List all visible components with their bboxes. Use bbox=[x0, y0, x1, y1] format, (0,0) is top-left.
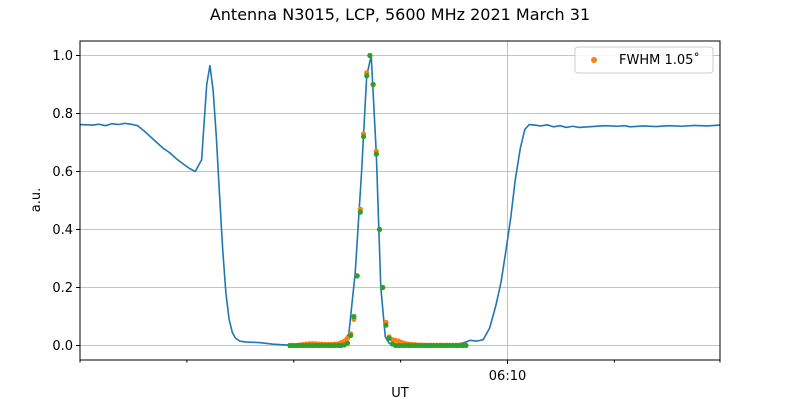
scatter-point bbox=[370, 81, 376, 88]
y-tick-label: 0.4 bbox=[52, 223, 73, 238]
scatter-point bbox=[383, 322, 389, 328]
scatter-point bbox=[376, 226, 383, 233]
x-tick-label: 06:10 bbox=[489, 369, 526, 384]
y-tick-label: 1.0 bbox=[52, 49, 73, 64]
legend-marker-fwhm bbox=[591, 57, 597, 63]
legend-label-fwhm: FWHM 1.05˚ bbox=[619, 52, 700, 68]
scatter-point bbox=[357, 209, 363, 215]
scatter-point bbox=[380, 284, 386, 291]
y-axis-label: a.u. bbox=[29, 188, 44, 212]
scatter-point bbox=[351, 313, 357, 320]
scatter-series-2 bbox=[287, 52, 469, 349]
series-line bbox=[79, 54, 721, 347]
scatter-point bbox=[367, 52, 373, 59]
scatter-point bbox=[360, 134, 367, 140]
legend-box bbox=[574, 46, 714, 74]
scatter-point bbox=[386, 335, 392, 341]
scatter-point bbox=[354, 273, 360, 279]
y-tick-label: 0.2 bbox=[52, 281, 73, 296]
scatter-point bbox=[364, 73, 370, 79]
plot-area bbox=[79, 52, 721, 349]
x-axis: 06:10 bbox=[79, 360, 721, 384]
y-tick-label: 0.6 bbox=[52, 165, 73, 180]
chart-title: Antenna N3015, LCP, 5600 MHz 2021 March … bbox=[210, 5, 590, 24]
scatter-point bbox=[348, 332, 354, 338]
scatter-point bbox=[344, 340, 351, 346]
grid-lines bbox=[80, 41, 720, 360]
y-tick-label: 0.0 bbox=[52, 339, 73, 354]
y-axis: 0.0 0.2 0.4 0.6 0.8 1.0 bbox=[52, 49, 80, 354]
legend: FWHM 1.05˚ bbox=[574, 46, 714, 74]
y-tick-label: 0.8 bbox=[52, 107, 73, 122]
scatter-point bbox=[463, 342, 469, 349]
scatter-point bbox=[373, 151, 379, 157]
plot-frame bbox=[79, 40, 721, 361]
x-axis-label: UT bbox=[391, 386, 409, 400]
